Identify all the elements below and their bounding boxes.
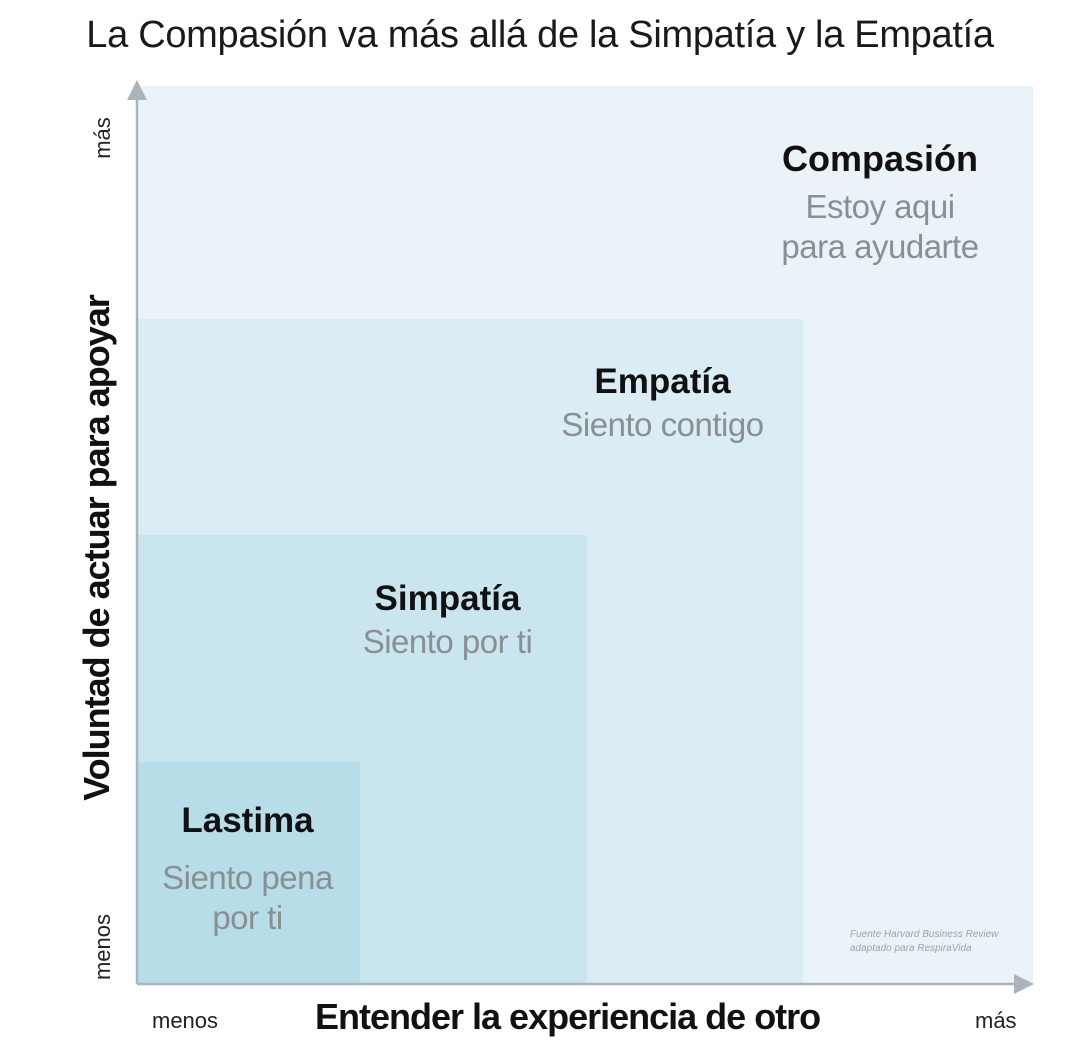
source-line1: Fuente Harvard Business Review (850, 929, 999, 940)
lastima-subtext: Siento pena por ti (145, 858, 350, 937)
compasion-heading: Compasión (781, 138, 978, 179)
source-line2: adaptado para RespiraVida (850, 942, 972, 954)
empatia-subtext: Siento contigo (561, 406, 764, 443)
diagram-title: La Compasión va más allá de la Simpatía … (86, 14, 994, 56)
y-axis-arrowhead (127, 80, 147, 100)
lastima-heading: Lastima (181, 801, 314, 840)
compasion-subtext-line2: para ayudarte (781, 227, 979, 265)
region-lastima (137, 762, 360, 984)
x-axis-title: Entender la experiencia de otro (315, 996, 821, 1037)
compasion-subtext-line1: Estoy aqui (805, 188, 955, 225)
y-axis-min-label: menos (90, 913, 115, 981)
y-axis-title: Voluntad de actuar para apoyar (76, 295, 117, 801)
source-note: Fuente Harvard Business Review adaptado … (850, 928, 1040, 955)
lastima-subtext-line1: Siento pena (162, 859, 333, 896)
lastima-subtext-line2: por ti (212, 898, 283, 936)
x-axis-arrowhead (1014, 974, 1034, 994)
compasion-subtext: Estoy aqui para ayudarte (740, 187, 1020, 266)
empatia-heading: Empatía (594, 362, 731, 401)
simpatia-heading: Simpatía (374, 579, 521, 618)
simpatia-subtext: Siento por ti (362, 623, 533, 660)
x-axis-min-label: menos (152, 1008, 219, 1033)
x-axis-max-label: más (975, 1008, 1017, 1033)
y-axis-max-label: más (90, 117, 115, 159)
